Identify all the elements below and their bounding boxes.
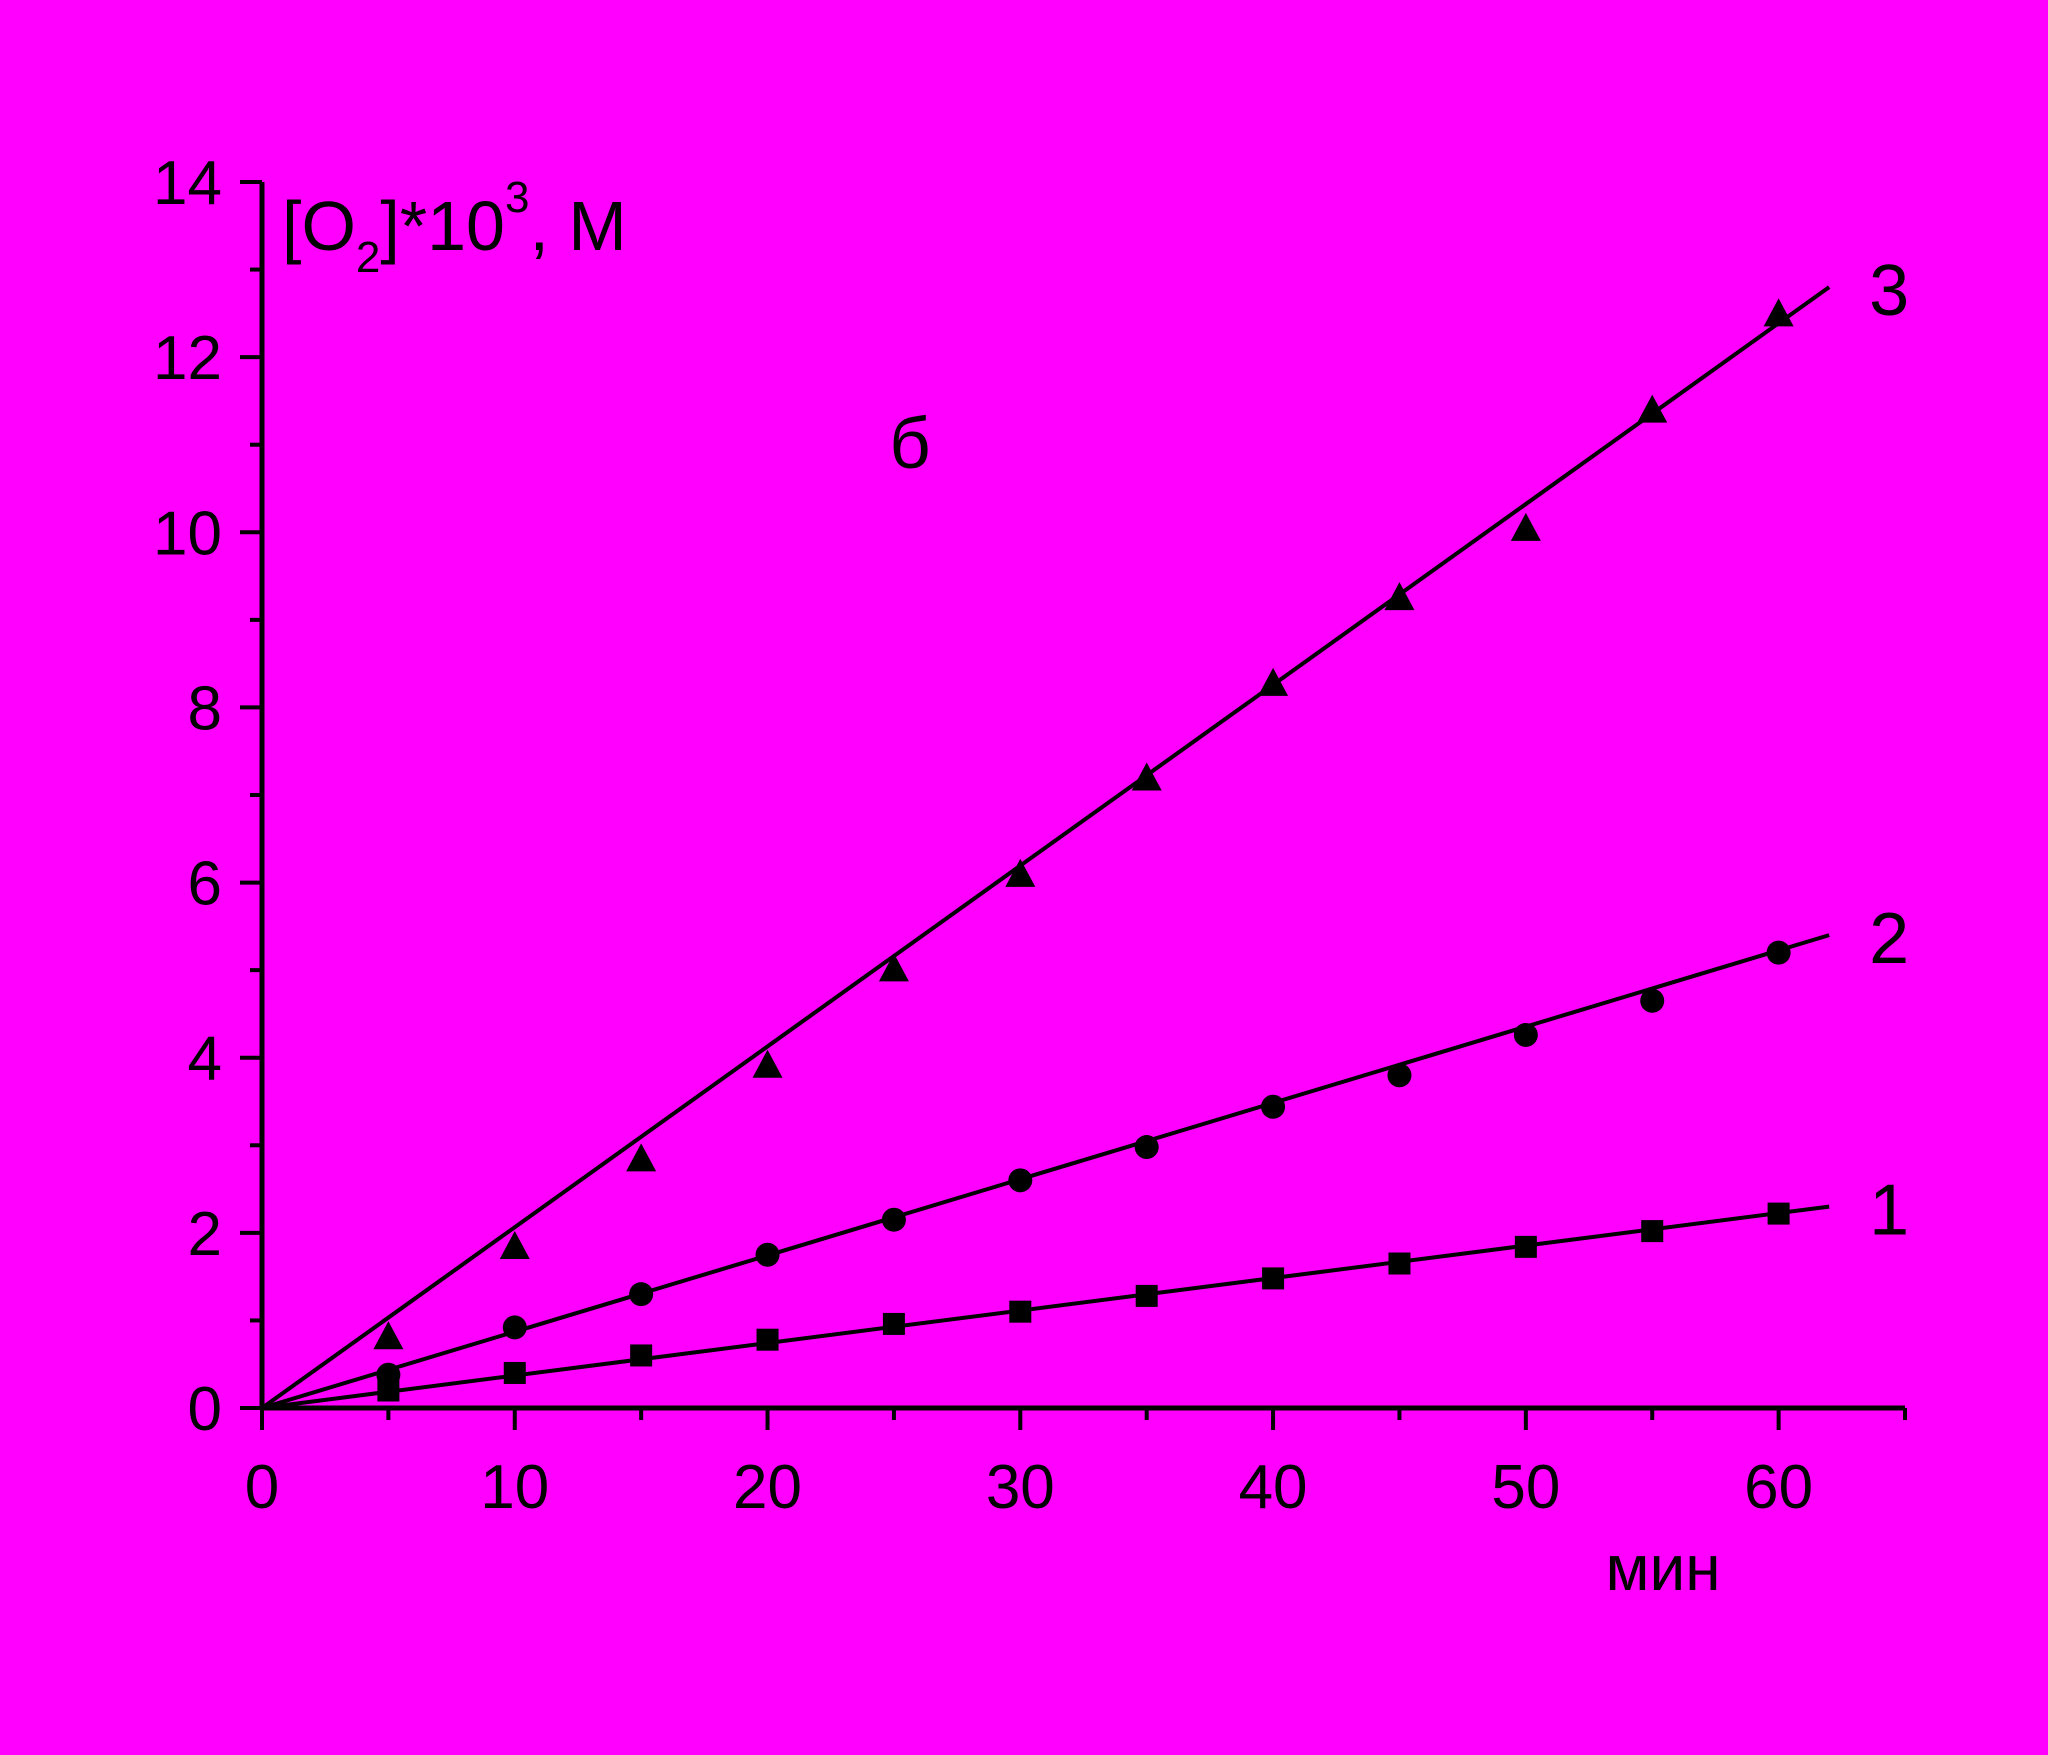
- data-point-triangle: [1763, 298, 1794, 327]
- data-point-triangle: [1384, 582, 1415, 611]
- x-tick-label: 60: [1744, 1453, 1813, 1522]
- data-point-square: [1767, 1202, 1790, 1225]
- ylabel-sup: 3: [505, 173, 529, 222]
- data-point-triangle: [878, 953, 909, 982]
- fit-line-series-1: [261, 1204, 1830, 1410]
- series-label-2: 2: [1869, 899, 1909, 979]
- ylabel-sub: 2: [356, 233, 380, 282]
- y-tick-label: 14: [153, 149, 222, 218]
- data-point-circle: [1513, 1022, 1538, 1047]
- x-tick-label: 30: [986, 1453, 1055, 1522]
- data-point-circle: [755, 1242, 780, 1267]
- data-points: [373, 298, 1794, 1402]
- data-point-circle: [1766, 940, 1791, 965]
- data-point-square: [630, 1344, 653, 1367]
- y-tick-label: 8: [188, 674, 222, 743]
- data-point-circle: [1008, 1168, 1033, 1193]
- data-point-square: [1262, 1267, 1285, 1290]
- data-point-square: [503, 1361, 526, 1384]
- y-tick-label: 10: [153, 499, 222, 568]
- data-point-circle: [1134, 1135, 1159, 1160]
- x-tick-label: 20: [733, 1453, 802, 1522]
- y-tick-label: 4: [188, 1025, 222, 1094]
- data-point-circle: [376, 1362, 401, 1387]
- data-point-circle: [881, 1207, 906, 1232]
- data-point-triangle: [373, 1321, 404, 1350]
- data-point-triangle: [1258, 667, 1289, 696]
- data-point-square: [756, 1328, 779, 1351]
- y-axis-label: [O2]*103, M: [282, 173, 627, 282]
- data-point-square: [1009, 1300, 1032, 1323]
- data-point-square: [1514, 1235, 1537, 1258]
- chart-labels: б [O2]*103, M мин 123: [282, 173, 1909, 1604]
- x-tick-label: 0: [245, 1453, 279, 1522]
- data-point-square: [1388, 1252, 1411, 1275]
- x-tick-label: 50: [1491, 1453, 1560, 1522]
- fit-lines: [260, 285, 1831, 1410]
- fit-line-series-2: [261, 933, 1830, 1410]
- data-point-circle: [1261, 1094, 1286, 1119]
- panel-label: б: [889, 404, 930, 484]
- fit-line-series-3: [260, 285, 1831, 1410]
- ylabel-end: , M: [529, 187, 626, 265]
- data-point-square: [882, 1312, 905, 1335]
- data-point-triangle: [1637, 394, 1668, 423]
- data-point-triangle: [752, 1049, 783, 1078]
- y-tick-label: 6: [188, 850, 222, 919]
- series-label-3: 3: [1869, 251, 1909, 331]
- series-label-1: 1: [1869, 1171, 1909, 1251]
- ylabel-main: [O: [282, 187, 356, 265]
- data-point-circle: [1640, 988, 1665, 1013]
- data-point-square: [1641, 1220, 1664, 1243]
- data-point-triangle: [626, 1143, 657, 1172]
- data-point-circle: [502, 1315, 527, 1340]
- ylabel-mid: ]*10: [380, 187, 505, 265]
- x-axis-label: мин: [1605, 1532, 1720, 1604]
- data-point-triangle: [499, 1230, 530, 1259]
- data-point-triangle: [1510, 512, 1541, 541]
- data-point-circle: [629, 1282, 654, 1307]
- x-tick-label: 10: [480, 1453, 549, 1522]
- data-point-square: [1135, 1284, 1158, 1307]
- y-tick-label: 2: [188, 1200, 222, 1269]
- data-point-triangle: [1005, 858, 1036, 887]
- y-tick-label: 12: [153, 324, 222, 393]
- data-point-circle: [1387, 1063, 1412, 1088]
- x-tick-label: 40: [1239, 1453, 1308, 1522]
- y-tick-label: 0: [188, 1375, 222, 1444]
- data-point-triangle: [1131, 762, 1162, 791]
